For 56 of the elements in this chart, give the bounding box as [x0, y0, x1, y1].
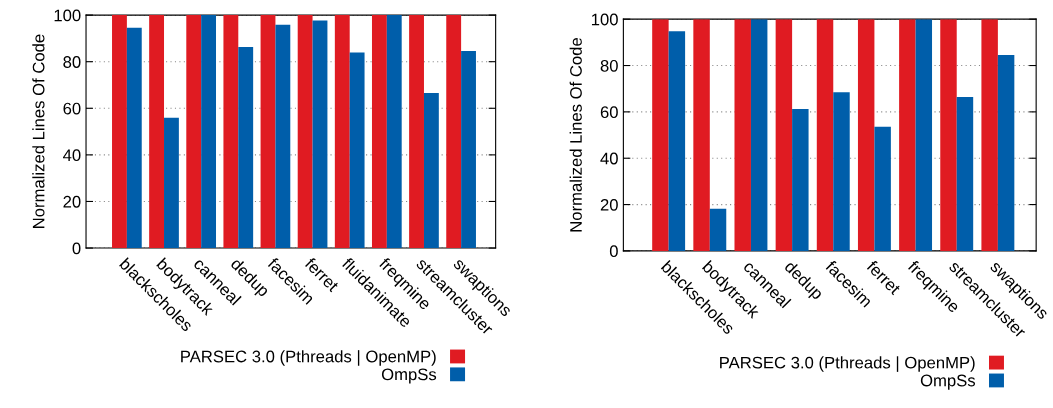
- y-axis-title: Normalized Lines Of Code: [569, 38, 582, 232]
- bar: [312, 20, 328, 249]
- bar: [260, 15, 276, 249]
- bar: [423, 92, 439, 249]
- bar: [409, 15, 424, 249]
- y-tick-label: 0: [609, 245, 618, 258]
- y-tick-label: 20: [600, 198, 618, 211]
- bar: [334, 15, 350, 249]
- bar: [833, 92, 850, 251]
- bar: [874, 126, 891, 251]
- legend-label: OmpSs: [920, 374, 976, 390]
- y-tick-label: 40: [63, 149, 81, 162]
- bar: [750, 19, 768, 251]
- y-tick-label: 0: [72, 242, 81, 255]
- bar: [186, 15, 202, 249]
- y-tick-label: 60: [600, 106, 618, 119]
- bar: [997, 55, 1015, 251]
- bar: [164, 117, 179, 249]
- y-tick-label: 60: [63, 102, 81, 115]
- bar: [775, 19, 793, 251]
- bar: [349, 52, 365, 249]
- bar: [238, 47, 254, 249]
- bar: [223, 15, 239, 249]
- bar: [956, 97, 974, 251]
- bar: [126, 27, 142, 249]
- bar: [668, 31, 686, 251]
- bar: [297, 15, 313, 249]
- bar: [915, 19, 933, 251]
- bar: [734, 19, 751, 251]
- bar: [149, 15, 165, 249]
- bar: [386, 15, 402, 249]
- bar: [201, 15, 217, 249]
- legend-label: PARSEC 3.0 (Pthreads | OpenMP): [720, 356, 975, 372]
- legend-label: OmpSs: [381, 368, 437, 384]
- bar: [693, 19, 710, 251]
- bar: [446, 15, 462, 249]
- bar: [112, 15, 127, 249]
- bar: [275, 24, 291, 249]
- bar: [371, 15, 387, 249]
- y-axis-title: Normalized Lines Of Code: [32, 34, 45, 228]
- y-tick-label: 20: [63, 195, 81, 208]
- bar: [899, 19, 916, 251]
- y-tick-label: 100: [54, 9, 81, 22]
- bar: [816, 19, 834, 251]
- y-tick-label: 100: [591, 13, 618, 26]
- bar: [940, 19, 957, 251]
- bar: [792, 109, 809, 251]
- bar: [652, 19, 669, 251]
- y-tick-label: 80: [63, 56, 81, 68]
- y-tick-label: 80: [600, 59, 618, 72]
- legend-label: PARSEC 3.0 (Pthreads | OpenMP): [181, 350, 436, 366]
- bar: [857, 19, 875, 251]
- y-tick-label: 40: [600, 152, 618, 165]
- bar: [981, 19, 998, 251]
- bar: [461, 50, 476, 249]
- bar: [709, 208, 727, 251]
